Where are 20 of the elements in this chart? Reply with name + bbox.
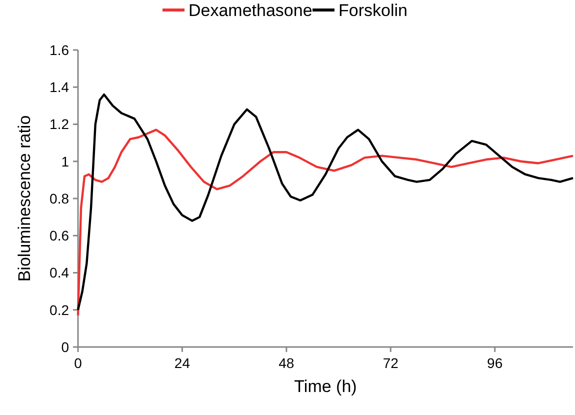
y-tick-label: 1.2 [50,116,70,132]
x-axis-title: Time (h) [294,377,357,396]
y-axis-title: Bioluminescence ratio [15,115,34,282]
x-tick-label: 96 [487,355,503,371]
y-tick-label: 0.6 [50,228,70,244]
y-tick-label: 1.6 [50,42,70,58]
legend-label: Dexamethasone [188,1,312,20]
x-tick-label: 48 [278,355,294,371]
y-tick-label: 0.8 [50,190,70,206]
y-tick-label: 1.4 [50,79,70,96]
y-tick-label: 0.4 [50,264,70,281]
legend-label: Forskolin [338,1,408,20]
y-tick-label: 0.2 [50,302,70,318]
y-tick-label: 1 [61,153,70,170]
x-tick-label: 0 [74,355,82,371]
x-tick-label: 72 [382,355,399,371]
y-tick-label: 0 [61,338,70,355]
line-series [76,93,574,311]
line-series [76,128,574,317]
x-tick-label: 24 [174,355,190,371]
